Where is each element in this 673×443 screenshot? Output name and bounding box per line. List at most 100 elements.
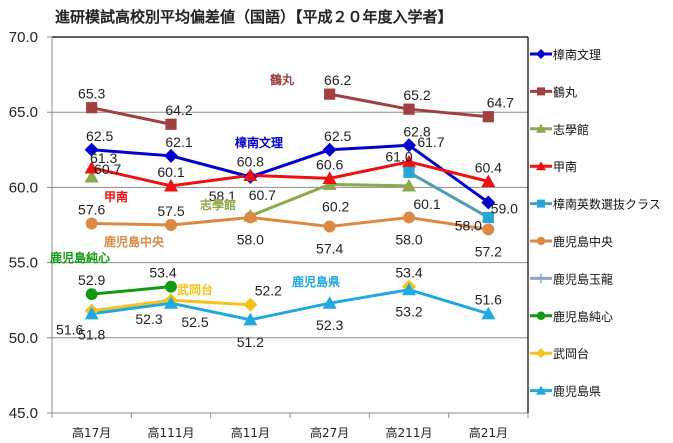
data-label: 65.2 xyxy=(403,87,430,103)
legend-label: 樟南文理 xyxy=(553,47,601,62)
annotation-label: 鹿児島中央 xyxy=(104,234,165,249)
data-label: 58.1 xyxy=(209,188,236,204)
series-0-marker xyxy=(322,142,337,157)
data-label: 64.7 xyxy=(487,95,514,111)
data-label: 57.4 xyxy=(316,241,343,257)
series-5-marker xyxy=(403,211,415,224)
chart-title: 進研模試高校別平均偏差値（国語）【平成２０年度入学者】 xyxy=(55,8,453,26)
data-label: 62.5 xyxy=(86,128,113,144)
series-9-marker xyxy=(322,296,337,309)
series-9-marker xyxy=(243,312,258,326)
legend: 樟南文理鶴丸志學館甲南樟南英数選抜クラス鹿児島中央鹿児島玉龍鹿児島純心武岡台鹿児… xyxy=(530,47,661,399)
series-4-marker xyxy=(482,211,494,224)
data-label: 61.3 xyxy=(90,150,117,166)
legend-swatch-marker xyxy=(536,236,546,246)
legend-entry: 鹿児島中央 xyxy=(530,234,613,249)
data-label: 65.3 xyxy=(78,86,105,102)
series-5-marker xyxy=(165,219,177,231)
series-0-marker xyxy=(84,142,99,157)
legend-entry: 鶴丸 xyxy=(530,84,577,99)
series-9-marker xyxy=(84,306,99,320)
series-9-marker xyxy=(402,282,416,296)
legend-label: 鶴丸 xyxy=(553,84,577,99)
y-tick-label: 50.0 xyxy=(9,330,38,347)
series-5-marker xyxy=(244,211,257,224)
series-2-marker xyxy=(402,178,416,192)
y-axis-ticks: 45.0 50.0 55.0 60.0 65.0 70.0 xyxy=(9,29,52,422)
series-3-line xyxy=(91,160,489,188)
data-label: 60.8 xyxy=(237,153,264,169)
series-3-marker xyxy=(481,174,496,187)
series-9-marker xyxy=(164,296,178,309)
y-tick-label: 65.0 xyxy=(9,104,38,121)
series-1-marker xyxy=(403,103,415,115)
data-label: 57.2 xyxy=(475,244,502,260)
series-3-marker xyxy=(322,171,337,184)
data-label: 60.7 xyxy=(249,187,276,203)
series-3-marker xyxy=(164,178,178,192)
series-5-marker xyxy=(482,223,495,236)
legend-label: 武岡台 xyxy=(553,346,589,361)
data-label: 53.4 xyxy=(395,265,422,281)
data-label: 64.2 xyxy=(165,102,192,118)
data-label: 58.0 xyxy=(395,231,422,247)
annotation-label: 樟南文理 xyxy=(235,135,283,150)
data-label: 58.0 xyxy=(237,231,264,247)
series-1-marker xyxy=(324,88,336,100)
legend-entry: 鹿児島純心 xyxy=(530,309,613,324)
legend-label: 樟南英数選抜クラス xyxy=(553,197,661,212)
legend-swatch-marker xyxy=(537,199,545,208)
legend-label: 鹿児島県 xyxy=(553,384,601,399)
annotation-label: 鹿児島純心 xyxy=(50,250,110,265)
y-tick-label: 45.0 xyxy=(9,405,38,422)
annotation-label: 鶴丸 xyxy=(270,72,295,87)
legend-label: 志學館 xyxy=(553,122,589,137)
x-axis-ticks: 高17月 高111月 高11月 高27月 高211月 高21月 xyxy=(51,413,529,440)
x-tick-label: 高27月 xyxy=(310,425,349,440)
x-tick-label: 高211月 xyxy=(386,425,433,440)
legend-swatch-marker xyxy=(537,87,545,96)
data-label: 52.3 xyxy=(135,311,162,327)
y-tick-label: 55.0 xyxy=(9,255,38,272)
legend-entry: 志學館 xyxy=(530,122,589,137)
data-label: 59.0 xyxy=(491,200,518,216)
data-label: 52.2 xyxy=(255,283,282,299)
y-tick-label: 60.0 xyxy=(9,179,38,196)
series-8-marker xyxy=(243,297,258,312)
data-label: 57.6 xyxy=(78,201,105,217)
data-label: 52.9 xyxy=(78,272,105,288)
series-0-marker xyxy=(164,148,178,163)
series-5-marker xyxy=(85,217,98,230)
series-9-line xyxy=(91,288,489,322)
annotation-label: 武岡台 xyxy=(177,282,213,297)
series-3-marker xyxy=(84,160,99,174)
data-label: 60.7 xyxy=(94,161,121,177)
data-label: 52.5 xyxy=(181,314,208,330)
data-label: 58.0 xyxy=(455,217,482,233)
legend-label: 鹿児島玉龍 xyxy=(553,271,613,286)
data-label: 53.2 xyxy=(395,304,422,320)
series-4-marker xyxy=(403,166,415,178)
legend-label: 鹿児島中央 xyxy=(553,234,613,249)
series-1-marker xyxy=(86,102,98,114)
series-7-marker xyxy=(85,288,98,301)
series-3-marker xyxy=(402,154,416,168)
series-5-line xyxy=(91,215,489,231)
series-markers xyxy=(84,88,496,326)
data-label: 51.6 xyxy=(56,322,83,338)
data-label: 60.4 xyxy=(475,159,502,175)
data-label: 61.0 xyxy=(385,148,412,164)
legend-swatch-marker xyxy=(536,123,546,133)
legend-entry: 樟南英数選抜クラス xyxy=(530,197,661,212)
series-1-marker xyxy=(165,118,177,130)
data-label: 53.4 xyxy=(149,265,176,281)
legend-label: 甲南 xyxy=(553,159,577,174)
legend-entry: 鹿児島玉龍 xyxy=(530,271,613,286)
legend-swatch-marker xyxy=(536,273,546,284)
legend-swatch-marker xyxy=(536,385,546,395)
x-tick-label: 高17月 xyxy=(72,425,111,440)
data-label: 60.2 xyxy=(322,198,349,214)
legend-swatch-marker xyxy=(536,161,546,171)
data-label: 51.8 xyxy=(78,327,105,343)
